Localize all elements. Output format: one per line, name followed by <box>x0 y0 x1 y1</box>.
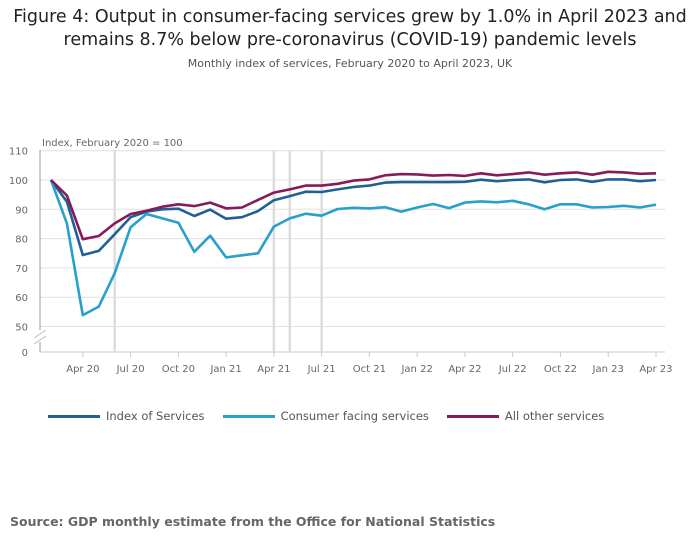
y-tick-label: 100 <box>9 176 28 187</box>
y-tick-label: 80 <box>15 235 28 246</box>
legend-item: All other services <box>446 409 605 423</box>
legend-item: Index of Services <box>48 409 205 423</box>
x-tick-label: Jul 21 <box>307 364 336 375</box>
x-tick-label: Apr 21 <box>257 364 290 375</box>
y-tick-label: 0 <box>22 348 28 359</box>
legend-swatch <box>446 414 499 418</box>
x-tick-label: Apr 22 <box>448 364 481 375</box>
chart-subtitle: Monthly index of services, February 2020… <box>187 57 513 70</box>
y-tick-label: 90 <box>15 205 28 216</box>
x-tick-label: Oct 20 <box>162 364 195 375</box>
x-tick-label: Apr 20 <box>66 364 99 375</box>
legend-label: Index of Services <box>106 409 205 423</box>
legend-swatch <box>222 414 275 418</box>
y-axis-label: Index, February 2020 = 100 <box>42 138 183 149</box>
legend-swatch <box>48 414 100 418</box>
legend-label: All other services <box>504 409 605 423</box>
x-tick-label: Jul 22 <box>498 364 527 375</box>
series-line-index-of-services <box>49 178 657 257</box>
legend-item: Consumer facing services <box>222 409 429 423</box>
y-tick-label: 60 <box>15 293 28 304</box>
x-tick-label: Oct 22 <box>544 364 577 375</box>
x-tick-label: Apr 23 <box>639 364 672 375</box>
y-tick-label: 110 <box>9 147 28 158</box>
x-tick-label: Jan 22 <box>400 364 432 375</box>
y-tick-label: 50 <box>15 323 28 334</box>
line-chart: 0 50 60 70 80 90 100 110 Index, February 2020 = … <box>9 138 673 375</box>
x-tick-label: Oct 21 <box>353 364 386 375</box>
series-line-all-other-services <box>50 170 657 241</box>
series-line-consumer-facing-services <box>49 179 657 317</box>
y-tick-label: 70 <box>15 264 28 275</box>
legend-label: Consumer facing services <box>280 409 429 423</box>
x-tick-label: Jan 21 <box>209 364 241 375</box>
x-tick-label: Jul 20 <box>116 364 145 375</box>
axis-break-mark <box>33 335 47 345</box>
x-tick-label: Jan 23 <box>592 364 624 375</box>
chart-title: Figure 4: Output in consumer-facing serv… <box>13 7 687 50</box>
source-note: Source: GDP monthly estimate from the Of… <box>10 514 496 529</box>
legend: Index of Services Consumer facing service… <box>48 409 622 423</box>
axis-break-mark <box>33 329 47 339</box>
axis-break-gap <box>34 330 46 342</box>
